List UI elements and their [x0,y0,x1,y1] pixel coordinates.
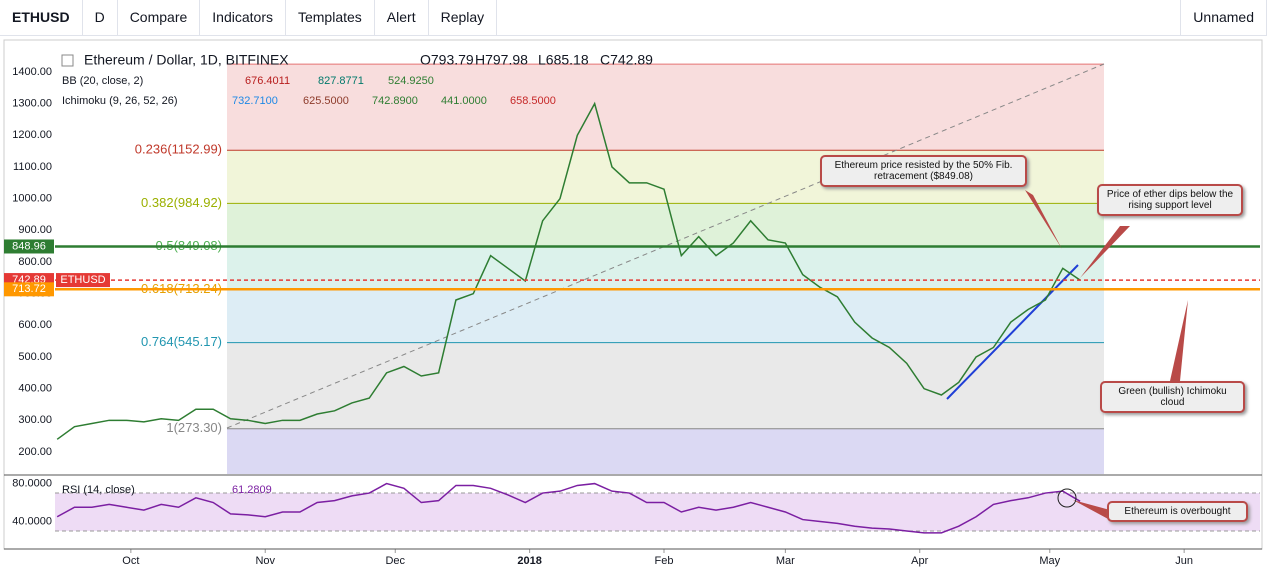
x-tick-label: Feb [655,555,674,567]
marker-circle [1057,488,1077,508]
toolbar-button[interactable]: Indicators [200,0,286,35]
callout-pointer [1025,190,1062,249]
x-tick-label: Oct [122,555,139,567]
toolbar-button[interactable]: Alert [375,0,429,35]
price-tag-label: 713.72 [12,283,46,295]
x-tick-label: Nov [255,555,275,567]
indicator-reading: 658.5000 [510,95,556,107]
ohlc: H797.98 [475,52,528,68]
price-tag [4,239,54,254]
toolbar: ETHUSD D Compare Indicators Templates Al… [0,0,1267,36]
support-line [946,264,1079,400]
rsi-band [55,493,1260,531]
indicator-reading: 676.4011 [245,75,290,87]
fib-band [227,342,1104,429]
y-tick-label: 1400.00 [12,66,52,78]
ohlc: L685.18 [538,52,589,68]
x-tick-label: Apr [911,555,928,567]
indicator-reading: 732.7100 [232,95,278,107]
price-line [56,482,1081,534]
y-tick-label: 1000.00 [12,193,52,205]
fib-label: 0.764(545.17) [141,334,222,349]
indicator-reading: 524.9250 [388,75,434,87]
ohlc: O793.79 [420,52,474,68]
annotation: Green (bullish) Ichimoku cloud [1100,381,1245,413]
chart-title: Ethereum / Dollar, 1D, BITFINEX [84,52,289,68]
price-tag-label: 848.96 [12,240,46,252]
price-line [56,101,1081,440]
y-tick-label: 300.00 [18,414,52,426]
y-tick-label: 500.00 [18,351,52,363]
fib-label: 0.236(1152.99) [135,142,222,157]
fib-band [227,64,1104,151]
indicator-reading: 441.0000 [441,95,487,107]
symbol[interactable]: ETHUSD [0,0,83,35]
y-tick-label: 800.00 [18,256,52,268]
fib-band [227,203,1104,247]
fib-band [227,246,1104,290]
y-tick-label: 1100.00 [13,161,52,173]
y-tick-label: 200.00 [18,446,52,458]
x-tick-label: Dec [385,555,405,567]
rsi-value: 61.2809 [232,484,272,496]
indicator-reading: 625.5000 [303,95,349,107]
x-tick-label: May [1039,555,1060,567]
price-tag [4,282,54,297]
collapse-box [61,54,74,67]
fib-label: 0.382(984.92) [141,195,222,210]
toolbar-button[interactable]: Replay [429,0,498,35]
y-tick-label: 1200.00 [12,129,52,141]
series-name: ETHUSD [60,274,105,286]
annotation: Ethereum price resisted by the 50% Fib. … [820,155,1027,187]
rsi-title: RSI (14, close) [62,484,135,496]
x-tick-label: 2018 [517,555,541,567]
indicator-name: Ichimoku (9, 26, 52, 26) [62,95,178,107]
y-tick-label: 600.00 [18,319,52,331]
callout-pointer [1170,300,1188,381]
toolbar-button[interactable]: Compare [118,0,201,35]
ohlc: C742.89 [600,52,653,68]
indicator-reading: 742.8900 [372,95,418,107]
series-tag [56,273,110,288]
callout-pointer [1080,226,1130,278]
x-tick-label: Mar [776,555,795,567]
toolbar-button[interactable]: Templates [286,0,375,35]
rsi-tick-label: 40.0000 [12,515,52,527]
indicator-reading: 827.8771 [318,75,364,87]
fib-band [227,289,1104,343]
y-tick-label: 1300.00 [12,98,52,110]
annotation: Ethereum is overbought [1107,501,1248,522]
x-tick-label: Jun [1175,555,1193,567]
y-tick-label: 400.00 [18,383,52,395]
rsi-tick-label: 80.0000 [12,477,52,489]
y-tick-label: 900.00 [18,224,52,236]
fib-label: 1(273.30) [166,420,222,435]
interval[interactable]: D [83,0,118,35]
indicator-name: BB (20, close, 2) [62,75,143,87]
callout-pointer [1073,500,1110,520]
fib-band [227,428,1104,474]
annotation: Price of ether dips below the rising sup… [1097,184,1243,216]
